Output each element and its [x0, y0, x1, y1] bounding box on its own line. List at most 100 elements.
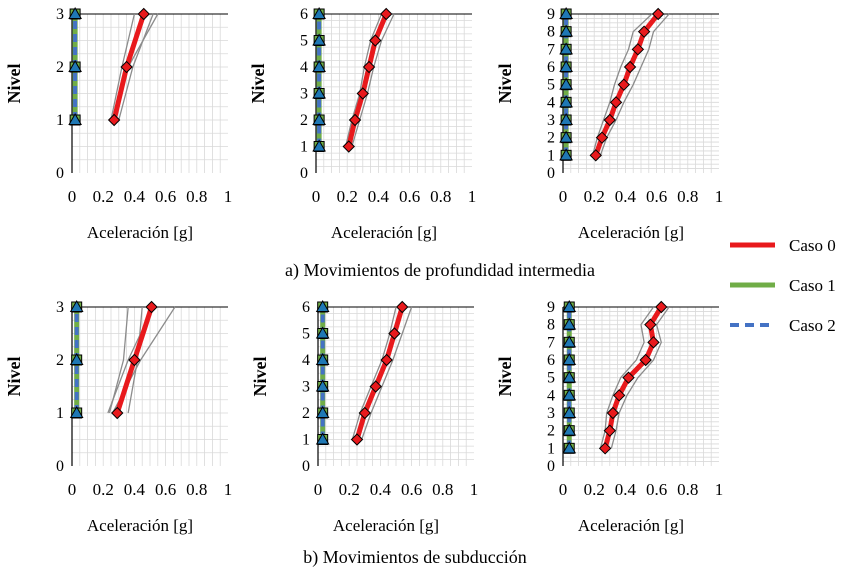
y-tick-label: 5 [547, 77, 555, 94]
y-tick-label: 3 [56, 6, 64, 23]
x-tick-label: 0.8 [432, 480, 453, 499]
marker-caso-2 [68, 6, 82, 19]
x-tick-label: 0.2 [584, 187, 605, 206]
x-axis-title: Aceleración [g] [578, 223, 684, 242]
y-tick-label: 2 [547, 423, 555, 440]
marker-caso-2 [559, 95, 573, 108]
y-tick-label: 4 [547, 387, 555, 404]
x-tick-label: 0.8 [186, 480, 207, 499]
marker-caso-2 [559, 24, 573, 37]
y-tick-label: 2 [56, 352, 64, 369]
marker-caso-2 [312, 59, 326, 72]
gray-record-lines [351, 306, 413, 440]
y-tick-label: 9 [547, 299, 555, 316]
y-tick-label: 6 [547, 59, 555, 76]
marker-caso-2 [68, 59, 82, 72]
y-tick-label: 4 [302, 352, 310, 369]
chart-panel-4: 0 0.2 0.4 0.6 0.8 1 0 1 2 3 Aceleración [g] Nivel [4, 299, 232, 535]
x-tick-label: 0.8 [186, 187, 207, 206]
marker-caso-0 [120, 60, 133, 74]
x-tick-label: 1 [715, 480, 724, 499]
marker-caso-2 [559, 42, 573, 55]
y-tick-label: 2 [302, 405, 310, 422]
x-tick-label: 0.6 [399, 187, 420, 206]
y-tick-label: 5 [547, 370, 555, 387]
y-axis-title: Nivel [248, 64, 268, 104]
gray-record-line [351, 13, 395, 147]
marker-caso-2 [68, 112, 82, 125]
gray-record-line [592, 13, 653, 156]
y-tick-label: 4 [300, 59, 308, 76]
x-tick-label: 0.6 [155, 187, 176, 206]
y-tick-label: 9 [547, 6, 555, 23]
marker-caso-0 [379, 7, 393, 21]
chart-panel-1: 0 0.2 0.4 0.6 0.8 1 0 1 2 3 Aceleración [g] Nivel [4, 6, 232, 242]
y-tick-label: 3 [302, 379, 310, 396]
y-tick-label: 7 [547, 41, 555, 58]
gray-record-line [351, 306, 397, 440]
marker-caso-2 [562, 441, 577, 454]
x-tick-label: 0.6 [646, 187, 667, 206]
marker-caso-0 [342, 140, 355, 153]
marker-caso-0 [647, 336, 660, 349]
x-tick-label: 0.2 [339, 480, 360, 499]
y-tick-label: 5 [300, 33, 308, 50]
gray-record-line [345, 13, 383, 147]
y-tick-label: 3 [547, 405, 555, 422]
marker-caso-2 [315, 326, 330, 339]
y-tick-label: 3 [547, 112, 555, 129]
y-tick-label: 0 [547, 458, 555, 475]
gray-record-lines [592, 13, 670, 156]
x-tick-label: 0.2 [93, 187, 114, 206]
chart-panel-2: 0 0.2 0.4 0.6 0.8 1 0 1 2 3 4 5 6 Aceleración [g] Nive… [248, 6, 476, 242]
y-tick-label: 2 [547, 130, 555, 147]
marker-caso-0 [655, 300, 668, 314]
y-tick-label: 1 [547, 147, 555, 164]
marker-caso-2 [69, 299, 84, 312]
gray-record-line [610, 306, 670, 449]
y-tick-label: 8 [547, 24, 555, 41]
x-tick-label: 0 [68, 480, 77, 499]
x-tick-label: 0.6 [646, 480, 667, 499]
marker-caso-0 [369, 34, 382, 47]
x-tick-label: 1 [468, 187, 477, 206]
y-tick-label: 3 [300, 86, 308, 103]
marker-caso-0 [606, 406, 620, 420]
marker-caso-0 [651, 7, 665, 21]
marker-caso-0 [380, 353, 393, 367]
y-tick-label: 1 [547, 440, 555, 457]
caption-b: b) Movimientos de subducción [303, 547, 526, 568]
marker-caso-0 [362, 60, 376, 74]
marker-caso-0 [637, 25, 651, 38]
grid [563, 307, 719, 466]
y-tick-label: 6 [302, 299, 310, 316]
y-tick-label: 0 [56, 458, 64, 475]
marker-caso-0 [589, 149, 602, 162]
x-tick-label: 0 [314, 480, 323, 499]
marker-caso-0 [595, 131, 609, 144]
marker-caso-2 [69, 405, 84, 418]
x-tick-label: 0.2 [93, 480, 114, 499]
marker-caso-0 [612, 389, 626, 402]
x-tick-label: 0.6 [401, 480, 422, 499]
marker-caso-0 [137, 7, 150, 21]
y-tick-label: 2 [56, 59, 64, 76]
gray-record-lines [599, 306, 670, 449]
marker-caso-0 [145, 300, 158, 314]
gray-record-line [599, 13, 670, 156]
marker-caso-0 [369, 380, 382, 393]
y-tick-label: 7 [547, 334, 555, 351]
y-tick-label: 1 [300, 139, 308, 156]
marker-caso-2 [312, 139, 326, 152]
y-tick-label: 6 [547, 352, 555, 369]
marker-caso-0 [348, 113, 362, 127]
marker-caso-0 [107, 113, 121, 127]
grid [72, 14, 228, 173]
x-axis-title: Aceleración [g] [87, 223, 193, 242]
marker-caso-0 [396, 300, 409, 314]
marker-caso-2 [315, 379, 330, 392]
x-tick-label: 0.4 [124, 480, 146, 499]
y-tick-label: 1 [56, 112, 64, 129]
y-axis-title: Nivel [495, 64, 515, 104]
